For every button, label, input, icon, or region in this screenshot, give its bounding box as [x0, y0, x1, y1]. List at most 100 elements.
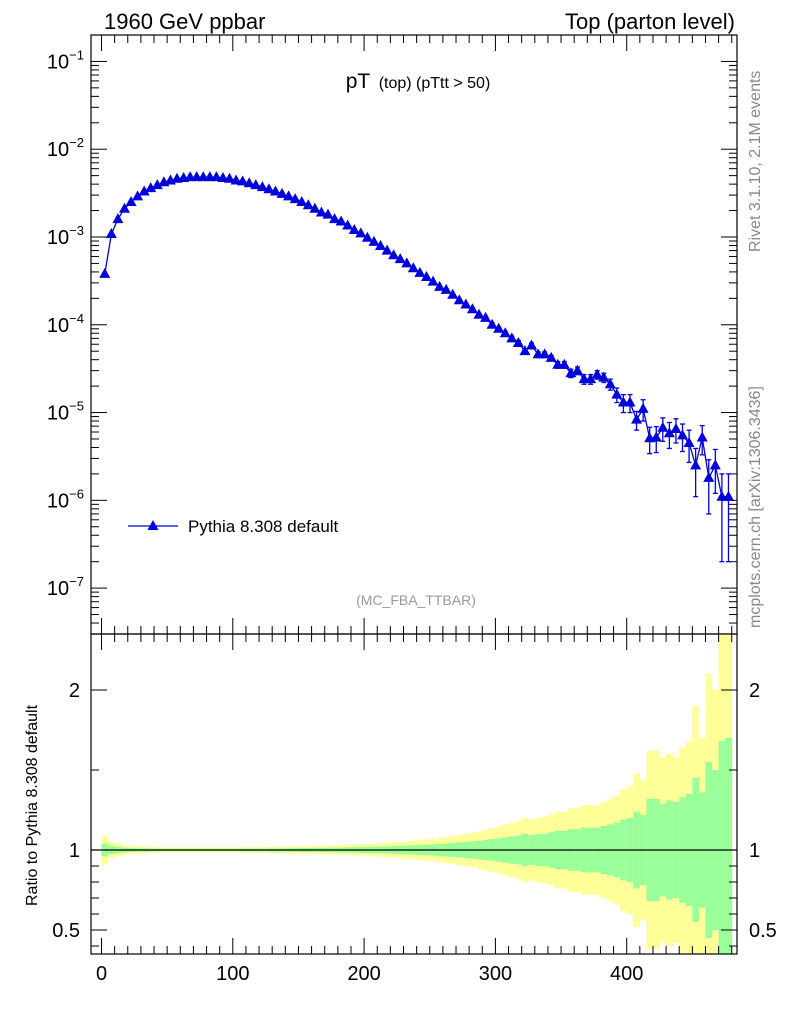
data-point [237, 175, 249, 186]
data-point [217, 171, 229, 182]
data-point [263, 183, 275, 194]
main-series-group [99, 171, 734, 563]
data-point [598, 371, 610, 382]
data-point [105, 228, 117, 239]
data-point [414, 266, 426, 277]
main-y-tick-label: 10−4 [47, 311, 84, 337]
data-point [289, 193, 301, 204]
data-point [309, 202, 321, 213]
legend-marker [147, 520, 159, 530]
header-right-label: Top (parton level) [565, 9, 735, 34]
data-point [526, 339, 538, 350]
main-panel: 10−110−210−310−410−510−610−7 pT (top) (p… [47, 34, 738, 635]
data-point [112, 213, 124, 224]
main-x-ticks [101, 35, 733, 634]
ratio-x-tick-label: 0 [96, 963, 107, 985]
data-point [677, 429, 689, 440]
main-y-tick-label: 10−5 [47, 399, 84, 425]
data-point [394, 253, 406, 264]
data-point [493, 322, 505, 333]
data-point [283, 190, 295, 201]
tick-base: 10 [47, 490, 69, 512]
ratio-y-tick-label-left: 0.5 [52, 920, 80, 942]
data-point [565, 367, 577, 378]
legend-label: Pythia 8.308 default [188, 517, 339, 536]
data-point [315, 206, 327, 217]
data-point [571, 364, 583, 375]
main-y-tick-label: 10−1 [47, 47, 84, 73]
data-point [631, 413, 643, 424]
data-point [322, 208, 334, 219]
data-point [381, 244, 393, 255]
ratio-frame [90, 633, 738, 955]
ratio-ticks [91, 634, 737, 954]
data-point [388, 249, 400, 260]
tick-exponent: −7 [69, 574, 84, 589]
data-point [466, 303, 478, 314]
plot-title-sub: (top) (pTtt > 50) [379, 75, 491, 92]
data-point [545, 351, 557, 362]
data-point [407, 262, 419, 273]
ratio-bands [101, 634, 733, 954]
data-point [434, 280, 446, 291]
ratio-y-axis-label: Ratio to Pythia 8.308 default [24, 704, 41, 906]
data-point [539, 348, 551, 359]
data-point [250, 179, 262, 190]
data-point [348, 224, 360, 235]
data-point [230, 174, 242, 185]
ratio-x-tick-label: 400 [610, 963, 643, 985]
main-y-tick-label: 10−3 [47, 223, 84, 249]
series-line [104, 176, 729, 498]
ratio-y-tick-label-right: 0.5 [749, 920, 777, 942]
ratio-y-tick-label-left: 2 [69, 680, 80, 702]
data-point [558, 358, 570, 369]
data-point [361, 231, 373, 242]
ratio-inner-band-bin [725, 738, 733, 954]
data-point [210, 171, 222, 182]
plot-watermark: (MC_FBA_TTBAR) [356, 592, 476, 608]
data-point [486, 318, 498, 329]
data-point [585, 373, 597, 384]
tick-exponent: −4 [69, 311, 84, 326]
ratio-panel: 0.5 0.5 1 1 2 2 0 100 200 300 400 Ratio to Pythia… [24, 633, 777, 985]
data-point [302, 199, 314, 210]
data-point [624, 396, 636, 407]
data-point [709, 459, 721, 470]
data-point [151, 179, 163, 190]
data-point [269, 185, 281, 196]
data-point [138, 185, 150, 196]
data-point [506, 332, 518, 343]
data-point [243, 177, 255, 188]
tick-exponent: −2 [69, 135, 84, 150]
plot-title-main: pT [346, 70, 371, 93]
data-point [683, 436, 695, 447]
data-point [480, 311, 492, 322]
main-y-ticks [91, 34, 737, 635]
ratio-y-tick-label-right: 2 [749, 680, 760, 702]
data-point [401, 257, 413, 268]
data-point [453, 294, 465, 305]
ratio-x-tick-label: 200 [347, 963, 380, 985]
data-point [296, 196, 308, 207]
main-y-tick-labels: 10−110−210−310−410−510−610−7 [47, 47, 84, 600]
ratio-x-tick-labels: 0 100 200 300 400 [96, 963, 643, 985]
data-point [125, 196, 137, 207]
ratio-x-tick-label: 300 [479, 963, 512, 985]
main-y-tick-label: 10−6 [47, 486, 84, 512]
data-point [604, 378, 616, 389]
tick-base: 10 [47, 139, 69, 161]
rivet-label: Rivet 3.1.10, 2.1M events [747, 71, 764, 252]
data-point [637, 402, 649, 413]
ratio-y-tick-labels: 0.5 0.5 1 1 2 2 [52, 680, 777, 942]
tick-base: 10 [47, 403, 69, 425]
tick-exponent: −1 [69, 47, 84, 62]
data-point [696, 431, 708, 442]
ratio-inner-band-bin [718, 741, 726, 954]
data-point [355, 227, 367, 238]
data-point [276, 187, 288, 198]
tick-base: 10 [47, 51, 69, 73]
tick-exponent: −5 [69, 399, 84, 414]
data-point [440, 283, 452, 294]
data-point [650, 431, 662, 442]
